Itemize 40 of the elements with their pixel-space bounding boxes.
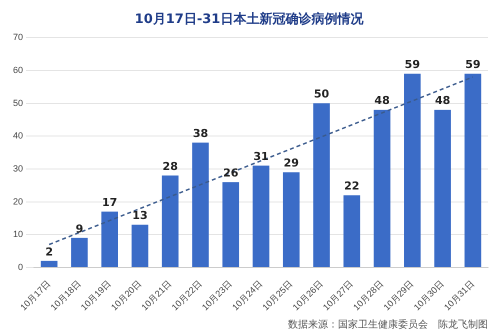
chart-title: 10月17日-31日本土新冠确诊病例情况 (134, 11, 364, 28)
bar (313, 103, 330, 267)
bar (40, 260, 58, 267)
bar (404, 74, 421, 267)
y-tick-label: 40 (12, 130, 24, 141)
y-tick-label: 0 (18, 262, 24, 272)
data-label: 59 (465, 58, 481, 72)
bar (71, 238, 88, 267)
data-label: 29 (284, 156, 299, 170)
data-label: 9 (76, 222, 84, 236)
y-tick-label: 60 (12, 64, 24, 75)
y-tick-label: 20 (12, 196, 24, 206)
bar (464, 74, 482, 267)
data-label: 22 (344, 180, 360, 193)
bar (101, 212, 118, 267)
bar (222, 182, 240, 267)
y-tick-label: 10 (12, 229, 24, 240)
bar (252, 166, 270, 267)
data-label: 28 (162, 160, 178, 173)
y-tick-label: 30 (12, 163, 24, 174)
x-tick-label: 10月17日 (18, 278, 52, 312)
data-label: 50 (314, 88, 330, 101)
bar (282, 172, 300, 267)
bar (343, 195, 360, 267)
bar (162, 176, 179, 267)
data-label: 59 (404, 58, 420, 72)
bar (192, 142, 209, 267)
y-tick-label: 70 (12, 32, 24, 42)
data-label: 48 (434, 94, 450, 108)
data-label: 2 (45, 245, 53, 258)
y-tick-label: 50 (12, 98, 24, 108)
data-label: 17 (102, 196, 118, 210)
bar (132, 224, 148, 267)
bar (374, 110, 390, 267)
data-label: 31 (253, 150, 269, 164)
data-label: 38 (192, 127, 208, 140)
data-label: 48 (374, 94, 390, 108)
source-note: 数据来源：国家卫生健康委员会 陈龙飞制图 (288, 318, 488, 331)
data-label: 13 (132, 209, 148, 222)
bar (434, 110, 451, 267)
